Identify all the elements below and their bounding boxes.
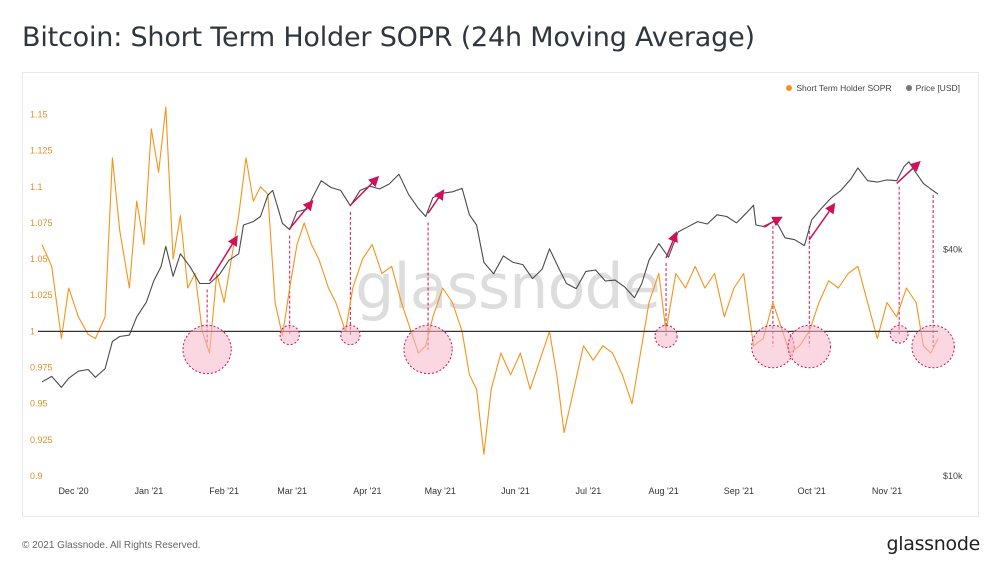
x-tick-label: Nov '21 bbox=[872, 486, 902, 496]
annotation-circle bbox=[787, 324, 832, 369]
annotation-circle bbox=[911, 324, 955, 369]
legend-item-price[interactable]: Price [USD] bbox=[905, 83, 960, 93]
x-tick-label: Jun '21 bbox=[501, 486, 530, 496]
annotation-circle bbox=[654, 324, 678, 349]
x-tick-label: Apr '21 bbox=[353, 486, 381, 496]
x-tick-label: Mar '21 bbox=[277, 486, 307, 496]
chart-legend: Short Term Holder SOPR Price [USD] bbox=[786, 83, 960, 93]
annotation-arrow bbox=[349, 175, 380, 206]
annotation-arrow bbox=[208, 235, 238, 282]
annotation-circle bbox=[403, 324, 453, 375]
annotation-arrow bbox=[808, 202, 836, 241]
annotation-circle bbox=[340, 324, 361, 346]
x-tick-label: Sep '21 bbox=[724, 486, 754, 496]
legend-item-sopr[interactable]: Short Term Holder SOPR bbox=[786, 83, 892, 93]
y-left-tick-label: 1 bbox=[30, 326, 35, 336]
x-tick-label: Jul '21 bbox=[575, 486, 601, 496]
annotation-arrow bbox=[896, 160, 921, 184]
y-left-tick-label: 1.125 bbox=[30, 146, 53, 156]
y-left-tick-label: 1.025 bbox=[30, 290, 53, 300]
y-left-tick-label: 1.15 bbox=[30, 109, 48, 119]
y-left-tick-label: 0.925 bbox=[30, 435, 53, 445]
y-left-tick-label: 0.95 bbox=[30, 399, 48, 409]
legend-swatch-price bbox=[905, 85, 912, 91]
y-left-tick-label: 1.1 bbox=[30, 182, 43, 192]
annotation-arrow bbox=[427, 189, 445, 214]
annotation-circle bbox=[182, 324, 232, 375]
annotation-arrow bbox=[289, 199, 314, 230]
copyright-text: © 2021 Glassnode. All Rights Reserved. bbox=[22, 540, 201, 551]
legend-swatch-sopr bbox=[786, 85, 793, 91]
chart-panel: Short Term Holder SOPR Price [USD] bbox=[22, 72, 979, 517]
y-right-tick-label: $10k bbox=[943, 471, 963, 481]
x-tick-label: Dec '20 bbox=[58, 486, 88, 496]
x-tick-label: Aug '21 bbox=[648, 486, 678, 496]
annotation-circle bbox=[751, 324, 795, 369]
glassnode-logo: glassnode bbox=[886, 533, 981, 555]
y-left-tick-label: 0.9 bbox=[30, 471, 43, 481]
y-left-tick-label: 1.075 bbox=[30, 218, 53, 228]
annotation-arrow bbox=[762, 216, 783, 228]
watermark-logo: glassnode bbox=[355, 250, 661, 323]
annotation-circle bbox=[889, 324, 909, 344]
x-tick-label: Oct '21 bbox=[798, 486, 826, 496]
legend-label-sopr: Short Term Holder SOPR bbox=[796, 83, 892, 93]
y-right-tick-label: $40k bbox=[943, 245, 963, 255]
x-tick-label: Jan '21 bbox=[134, 486, 163, 496]
series-line-sopr bbox=[41, 106, 939, 455]
page-title: Bitcoin: Short Term Holder SOPR (24h Mov… bbox=[22, 22, 755, 53]
series-line-price bbox=[41, 161, 939, 388]
annotation-arrow bbox=[665, 231, 678, 259]
annotation-circle bbox=[279, 324, 300, 346]
legend-label-price: Price [USD] bbox=[915, 83, 960, 93]
y-left-tick-label: 1.05 bbox=[30, 254, 48, 264]
x-tick-label: Feb '21 bbox=[209, 486, 239, 496]
x-tick-label: May '21 bbox=[425, 486, 456, 496]
y-left-tick-label: 0.975 bbox=[30, 363, 53, 373]
